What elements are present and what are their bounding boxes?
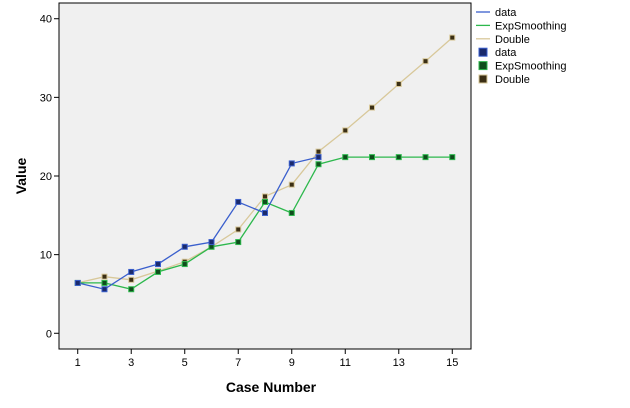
data-point-expsmoothing (449, 154, 456, 161)
legend-label: Double (495, 34, 530, 46)
legend-label: Double (495, 74, 530, 86)
data-point-expsmoothing (315, 161, 322, 168)
x-tick-label: 13 (393, 357, 405, 369)
x-tick-label: 1 (75, 357, 81, 369)
y-tick-label: 0 (46, 328, 52, 340)
data-point-double (422, 58, 429, 65)
series-layer (74, 34, 456, 293)
legend-marker-swatch (478, 74, 488, 84)
data-point-expsmoothing (101, 279, 108, 286)
x-tick-label: 9 (289, 357, 295, 369)
data-point-expsmoothing (154, 268, 161, 275)
data-point-double (262, 193, 268, 200)
x-tick-label: 7 (235, 357, 241, 369)
legend: dataExpSmoothingDoubledataExpSmoothingDo… (476, 7, 567, 86)
data-point-expsmoothing (342, 154, 349, 161)
data-point-data (262, 209, 268, 216)
x-tick-label: 15 (446, 357, 458, 369)
data-point-expsmoothing (262, 198, 268, 205)
data-point-double (449, 34, 456, 41)
data-point-expsmoothing (422, 154, 429, 161)
x-tick-label: 3 (128, 357, 134, 369)
x-axis: 1 3 5 7 9 11 13 15 (75, 349, 458, 369)
data-point-expsmoothing (128, 286, 135, 293)
legend-label: ExpSmoothing (495, 61, 567, 73)
data-point-data (235, 198, 242, 205)
legend-label: data (495, 7, 517, 19)
x-tick-label: 5 (182, 357, 188, 369)
data-point-data (208, 239, 215, 246)
legend-label: data (495, 47, 517, 59)
plot-area (58, 2, 472, 350)
data-point-double (235, 226, 242, 233)
x-axis-title: Case Number (226, 379, 317, 395)
data-point-double (288, 181, 295, 188)
legend-marker-swatch (478, 61, 488, 71)
y-axis: 0 10 20 30 40 (40, 14, 59, 340)
data-point-double (395, 80, 402, 87)
data-point-data (315, 154, 322, 161)
series-line-data (77, 156, 319, 290)
y-axis-title: Value (13, 158, 29, 195)
data-point-data (181, 243, 188, 250)
x-tick-label: 11 (340, 357, 351, 369)
data-point-expsmoothing (235, 239, 242, 246)
data-point-double (315, 148, 322, 155)
y-tick-label: 30 (40, 92, 52, 104)
y-tick-label: 20 (40, 171, 52, 183)
data-point-double (342, 127, 349, 134)
data-point-expsmoothing (395, 154, 402, 161)
data-point-expsmoothing (369, 154, 376, 161)
data-point-double (128, 276, 135, 283)
data-point-expsmoothing (181, 261, 188, 268)
data-point-data (154, 261, 161, 268)
y-tick-label: 10 (40, 250, 52, 262)
data-point-data (288, 160, 295, 167)
data-point-data (101, 286, 108, 293)
legend-marker-swatch (478, 47, 488, 57)
data-point-double (369, 104, 376, 111)
y-tick-label: 40 (40, 14, 52, 26)
legend-label: ExpSmoothing (495, 20, 567, 32)
data-point-expsmoothing (288, 209, 295, 216)
data-point-data (74, 279, 81, 286)
data-point-double (101, 273, 108, 280)
data-point-data (128, 268, 135, 275)
